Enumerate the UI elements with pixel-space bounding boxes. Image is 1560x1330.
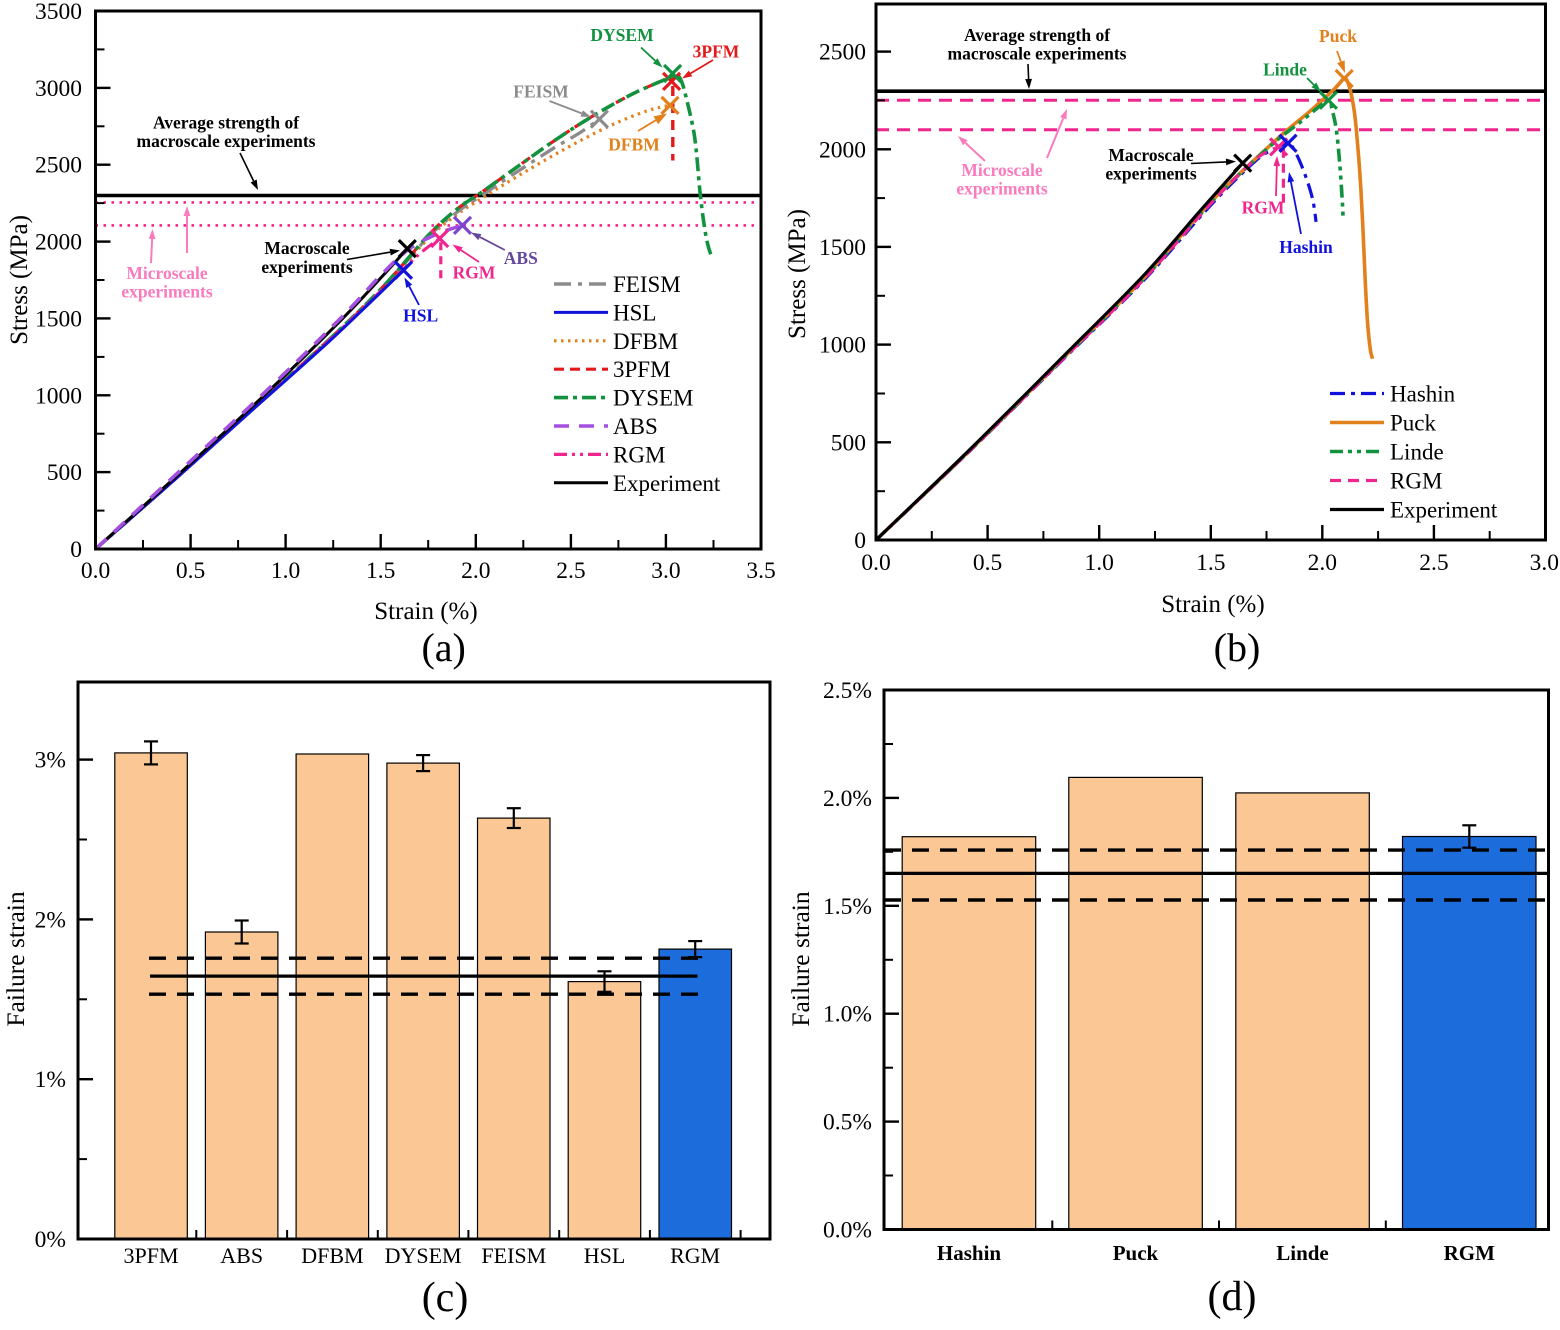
svg-text:500: 500 — [47, 460, 82, 486]
svg-text:Average strength of: Average strength of — [964, 25, 1110, 45]
svg-text:Puck: Puck — [1319, 26, 1357, 46]
svg-text:DYSEM: DYSEM — [590, 25, 654, 45]
svg-text:Average strength of: Average strength of — [153, 113, 299, 133]
svg-text:experiments: experiments — [121, 282, 213, 302]
svg-text:2.0: 2.0 — [461, 558, 490, 584]
svg-text:macroscale experiments: macroscale experiments — [137, 131, 316, 151]
svg-text:1.5%: 1.5% — [823, 894, 872, 920]
svg-text:2.0: 2.0 — [1308, 550, 1337, 576]
svg-text:experiments: experiments — [956, 179, 1048, 199]
svg-text:(d): (d) — [1208, 1274, 1257, 1320]
svg-text:0.0%: 0.0% — [823, 1218, 872, 1244]
svg-text:(a): (a) — [421, 625, 465, 670]
svg-text:DFBM: DFBM — [301, 1243, 363, 1268]
svg-text:2000: 2000 — [819, 137, 866, 163]
svg-text:1500: 1500 — [35, 306, 82, 332]
svg-text:macroscale experiments: macroscale experiments — [948, 44, 1127, 64]
svg-text:Linde: Linde — [1276, 1241, 1329, 1265]
svg-text:Experiment: Experiment — [1390, 498, 1498, 523]
svg-text:1500: 1500 — [819, 235, 866, 261]
svg-text:Microscale: Microscale — [961, 160, 1043, 180]
svg-text:Strain (%): Strain (%) — [374, 598, 477, 625]
svg-text:(b): (b) — [1214, 625, 1261, 670]
svg-text:DFBM: DFBM — [608, 135, 660, 155]
svg-text:3PFM: 3PFM — [693, 42, 740, 62]
svg-text:2500: 2500 — [35, 153, 82, 179]
svg-text:Experiment: Experiment — [613, 471, 721, 496]
svg-text:0.5: 0.5 — [176, 558, 205, 584]
svg-text:Strain (%): Strain (%) — [1161, 591, 1264, 618]
svg-text:0: 0 — [854, 528, 866, 554]
svg-text:FEISM: FEISM — [613, 272, 681, 297]
svg-text:2.0%: 2.0% — [823, 786, 872, 812]
svg-text:Linde: Linde — [1390, 440, 1444, 465]
svg-text:3500: 3500 — [35, 0, 82, 25]
svg-text:RGM: RGM — [613, 442, 665, 467]
svg-text:0.5: 0.5 — [973, 550, 1002, 576]
svg-text:HSL: HSL — [403, 306, 438, 326]
svg-text:HSL: HSL — [584, 1243, 626, 1268]
svg-text:Hashin: Hashin — [937, 1241, 1002, 1265]
svg-text:1.5: 1.5 — [1196, 550, 1225, 576]
svg-text:2.5: 2.5 — [556, 558, 585, 584]
svg-text:500: 500 — [831, 430, 866, 456]
svg-text:FEISM: FEISM — [481, 1243, 546, 1268]
svg-text:0: 0 — [70, 537, 82, 563]
svg-text:experiments: experiments — [1105, 164, 1197, 184]
svg-text:1000: 1000 — [35, 383, 82, 409]
svg-text:Stress (MPa): Stress (MPa) — [6, 215, 33, 345]
svg-text:1000: 1000 — [819, 333, 866, 359]
svg-text:RGM: RGM — [453, 263, 496, 283]
svg-text:experiments: experiments — [261, 257, 353, 277]
svg-text:2%: 2% — [35, 907, 66, 933]
svg-text:Linde: Linde — [1263, 60, 1307, 80]
svg-text:2.5: 2.5 — [1419, 550, 1448, 576]
svg-text:3000: 3000 — [35, 76, 82, 102]
svg-text:1%: 1% — [35, 1067, 66, 1093]
svg-text:Hashin: Hashin — [1390, 382, 1456, 407]
svg-text:3PFM: 3PFM — [123, 1243, 178, 1268]
svg-text:3.0: 3.0 — [651, 558, 680, 584]
svg-text:Macroscale: Macroscale — [264, 238, 349, 258]
svg-text:1.5: 1.5 — [366, 558, 395, 584]
svg-text:RGM: RGM — [1390, 469, 1442, 494]
svg-text:Macroscale: Macroscale — [1108, 145, 1193, 165]
svg-text:1.0%: 1.0% — [823, 1002, 872, 1028]
svg-text:DYSEM: DYSEM — [385, 1243, 462, 1268]
svg-text:3.5: 3.5 — [746, 558, 775, 584]
svg-text:ABS: ABS — [613, 414, 658, 439]
svg-text:2500: 2500 — [819, 40, 866, 66]
svg-text:3PFM: 3PFM — [613, 357, 671, 382]
svg-text:Hashin: Hashin — [1279, 237, 1333, 257]
svg-text:0.5%: 0.5% — [823, 1110, 872, 1136]
svg-text:HSL: HSL — [613, 300, 656, 325]
svg-text:Puck: Puck — [1113, 1241, 1159, 1265]
svg-text:FEISM: FEISM — [513, 82, 569, 102]
svg-text:ABS: ABS — [220, 1243, 263, 1268]
svg-text:(c): (c) — [422, 1275, 469, 1321]
svg-text:Stress (MPa): Stress (MPa) — [784, 209, 811, 339]
svg-text:DYSEM: DYSEM — [613, 386, 694, 411]
svg-text:2000: 2000 — [35, 230, 82, 256]
svg-text:0.0: 0.0 — [81, 558, 110, 584]
svg-text:1.0: 1.0 — [1085, 550, 1114, 576]
svg-text:ABS: ABS — [504, 248, 538, 268]
svg-text:0.0: 0.0 — [861, 550, 890, 576]
svg-text:Puck: Puck — [1390, 411, 1437, 436]
svg-text:2.5%: 2.5% — [823, 678, 872, 704]
svg-text:1.0: 1.0 — [271, 558, 300, 584]
svg-text:DFBM: DFBM — [613, 329, 678, 354]
svg-text:0%: 0% — [35, 1227, 66, 1253]
svg-text:Failure strain: Failure strain — [1, 891, 30, 1027]
svg-text:RGM: RGM — [670, 1243, 720, 1268]
svg-text:Failure strain: Failure strain — [786, 891, 815, 1027]
svg-text:3.0: 3.0 — [1530, 550, 1559, 576]
svg-text:RGM: RGM — [1242, 198, 1285, 218]
svg-text:Microscale: Microscale — [126, 263, 208, 283]
svg-text:3%: 3% — [35, 748, 66, 774]
svg-text:RGM: RGM — [1444, 1241, 1496, 1265]
